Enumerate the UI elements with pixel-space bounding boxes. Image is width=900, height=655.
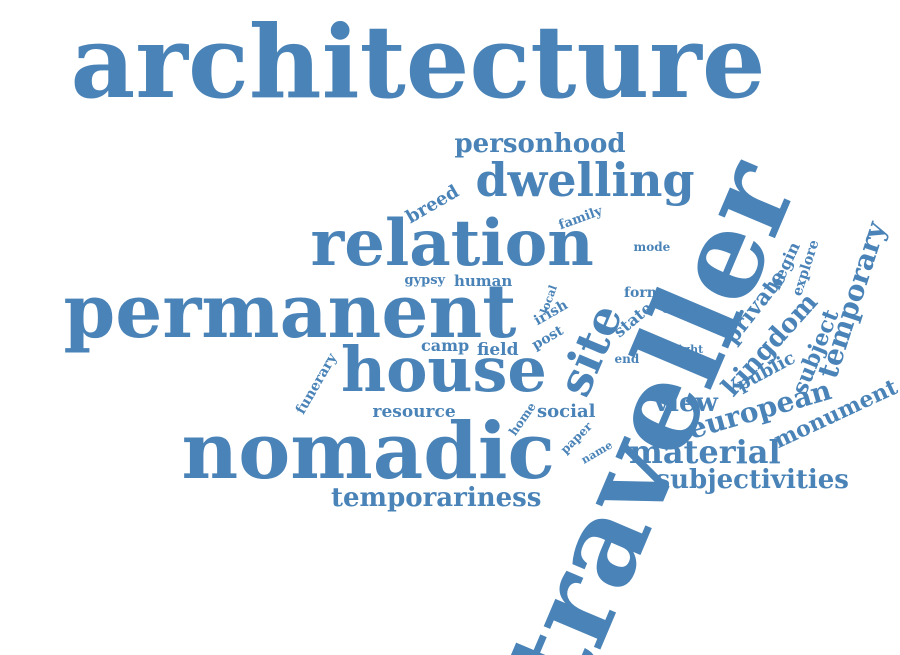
- word-material: material: [629, 433, 781, 471]
- word-personhood: personhood: [454, 129, 626, 159]
- word-nomadic: nomadic: [181, 406, 555, 497]
- word-end: end: [614, 352, 640, 366]
- word-temporariness: temporariness: [331, 483, 542, 513]
- word-house: house: [341, 333, 547, 406]
- word-mode: mode: [633, 240, 671, 254]
- word-dwelling: dwelling: [475, 153, 695, 207]
- word-resource: resource: [372, 401, 456, 422]
- word-subjectivities: subjectivities: [655, 465, 849, 495]
- word-relation: relation: [310, 206, 594, 281]
- word-social: social: [537, 401, 596, 422]
- word-form: form: [624, 285, 662, 301]
- word-human: human: [454, 271, 513, 290]
- word-gypsy: gypsy: [404, 272, 446, 288]
- word-post: post: [528, 322, 566, 354]
- word-field: field: [477, 339, 519, 360]
- word-court: court: [662, 302, 698, 316]
- word-right: right: [672, 342, 704, 356]
- word-view: view: [654, 388, 718, 418]
- word-architecture: architecture: [70, 3, 766, 121]
- word-permanent: permanent: [63, 269, 517, 355]
- word-camp: camp: [421, 336, 470, 355]
